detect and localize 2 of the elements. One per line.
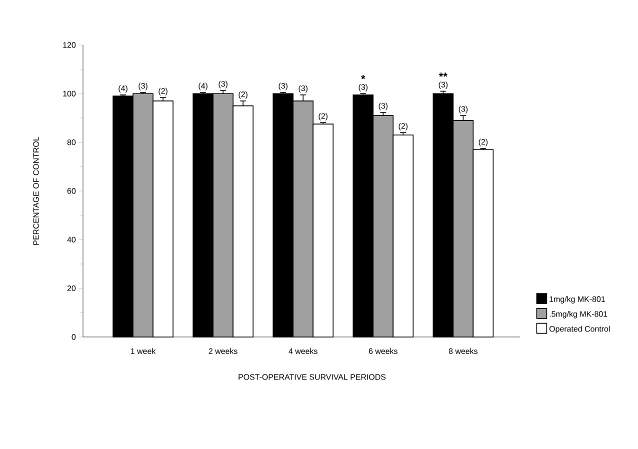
annotation: ** [438,72,448,77]
annotation: * [361,75,366,80]
